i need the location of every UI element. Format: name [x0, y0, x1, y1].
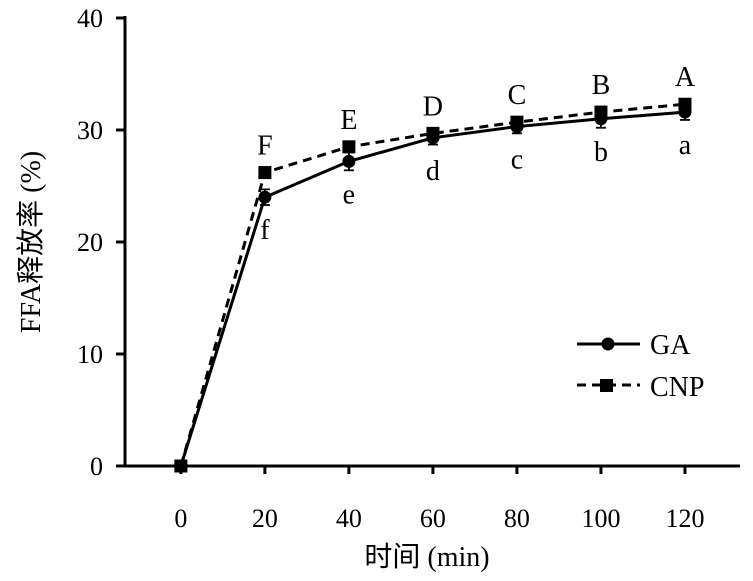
ga-point-letter: c	[511, 145, 523, 176]
cnp-point-letter: E	[340, 105, 357, 136]
ga-point-letter: f	[260, 215, 270, 246]
axes	[123, 16, 740, 468]
cnp-point-letter: F	[257, 131, 273, 162]
series-cnp	[174, 97, 692, 473]
legend-label-ga: GA	[650, 330, 691, 361]
x-tick-label: 20	[252, 504, 278, 533]
cnp-point-letter: D	[423, 91, 443, 122]
y-tick-label: 10	[77, 340, 103, 369]
legend-marker-ga	[601, 337, 615, 351]
ga-point-letter: b	[594, 137, 608, 168]
ga-point-letter: a	[679, 130, 692, 161]
cnp-point	[426, 126, 440, 140]
x-tick-label: 100	[581, 504, 620, 533]
cnp-point	[342, 140, 356, 154]
y-tick-label: 0	[90, 452, 103, 481]
cnp-point-letter: B	[592, 70, 611, 101]
x-tick-label: 40	[336, 504, 362, 533]
legend-item-ga: GA	[577, 330, 691, 361]
x-axis-title: 时间 (min)	[364, 541, 489, 573]
ga-point-letter: d	[426, 156, 440, 187]
cnp-point	[594, 105, 608, 119]
series	[174, 97, 692, 473]
cnp-point	[174, 459, 188, 473]
cnp-point	[510, 115, 524, 129]
legend: GA CNP	[577, 330, 704, 403]
ga-point	[258, 190, 272, 204]
legend-item-cnp: CNP	[577, 372, 704, 403]
ga-point-letter: e	[343, 179, 355, 210]
legend-label-cnp: CNP	[650, 372, 704, 403]
cnp-point-letter: C	[508, 80, 527, 111]
x-tick-label: 80	[504, 504, 530, 533]
x-tick-label: 60	[420, 504, 446, 533]
x-tick-label: 120	[665, 504, 704, 533]
y-tick-label: 30	[77, 116, 103, 145]
cnp-point	[258, 166, 272, 180]
significance-letters: f e d c b a F E D C B A	[257, 62, 696, 246]
ga-point	[342, 154, 356, 168]
legend-marker-cnp	[600, 379, 613, 392]
y-tick-label: 20	[77, 228, 103, 257]
y-tick-label: 40	[77, 4, 103, 33]
ticks: 0 10 20 30 40 0 20 40 60 80 100 120	[77, 4, 704, 533]
cnp-point	[678, 97, 692, 111]
y-axis-title: FFA释放率 (%)	[15, 151, 47, 333]
cnp-point-letter: A	[675, 62, 696, 93]
x-tick-label: 0	[174, 504, 187, 533]
